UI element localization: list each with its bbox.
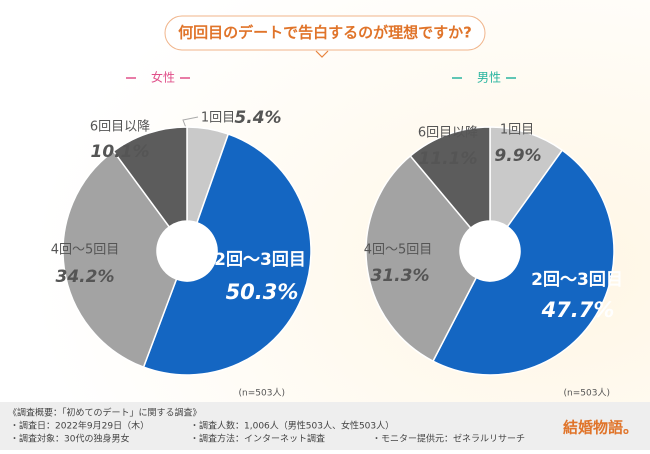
value-label: 10.1% — [91, 142, 150, 162]
slice-label: 1回目 — [500, 123, 534, 138]
footer-item: ・調査方法：インターネット調査 — [190, 433, 325, 445]
footer-item: ・調査人数：1,006人（男性503人、女性503人） — [190, 420, 394, 432]
value-label: 50.3% — [226, 280, 299, 304]
chart-subtitle: 男性 — [477, 71, 501, 85]
hole — [157, 221, 217, 281]
value-label: 47.7% — [541, 298, 615, 322]
title-box — [164, 15, 486, 51]
footer-band — [0, 402, 650, 450]
value-label: 9.9% — [494, 146, 541, 166]
title-arrow — [315, 50, 329, 58]
slice-label: 4回～5回目 — [364, 243, 433, 258]
slice-label: 6回目以降 — [418, 126, 478, 141]
chart-subtitle: 女性 — [151, 70, 175, 85]
logo: 結婚物語。 — [563, 419, 638, 437]
value-label: 5.4% — [234, 108, 281, 128]
slice-label: 2回～3回目 — [531, 270, 623, 290]
footer-heading: 《調査概要：「初めてのデート」に関する調査》 — [8, 407, 202, 419]
slice-label: 2回～3回目 — [214, 250, 306, 270]
value-label: 34.2% — [56, 267, 115, 287]
chart-title: 何回目のデートで告白するのが理想ですか? — [178, 24, 472, 42]
value-label: 31.3% — [371, 266, 430, 286]
slice-label: 6回目以降 — [90, 120, 150, 135]
hole — [460, 221, 520, 281]
slice-label: 4回～5回目 — [51, 243, 120, 258]
sample-note: (n=503人) — [564, 388, 610, 399]
footer-item: ・調査対象：30代の独身男女 — [10, 433, 129, 445]
footer-item: ・モニター提供元：ゼネラルリサーチ — [372, 433, 525, 445]
slice-label: 1回目 — [201, 111, 235, 126]
sample-note: (n=503人) — [239, 388, 285, 399]
value-label: 11.1% — [419, 149, 478, 169]
footer-item: ・調査日：2022年9月29日（木） — [10, 420, 149, 432]
